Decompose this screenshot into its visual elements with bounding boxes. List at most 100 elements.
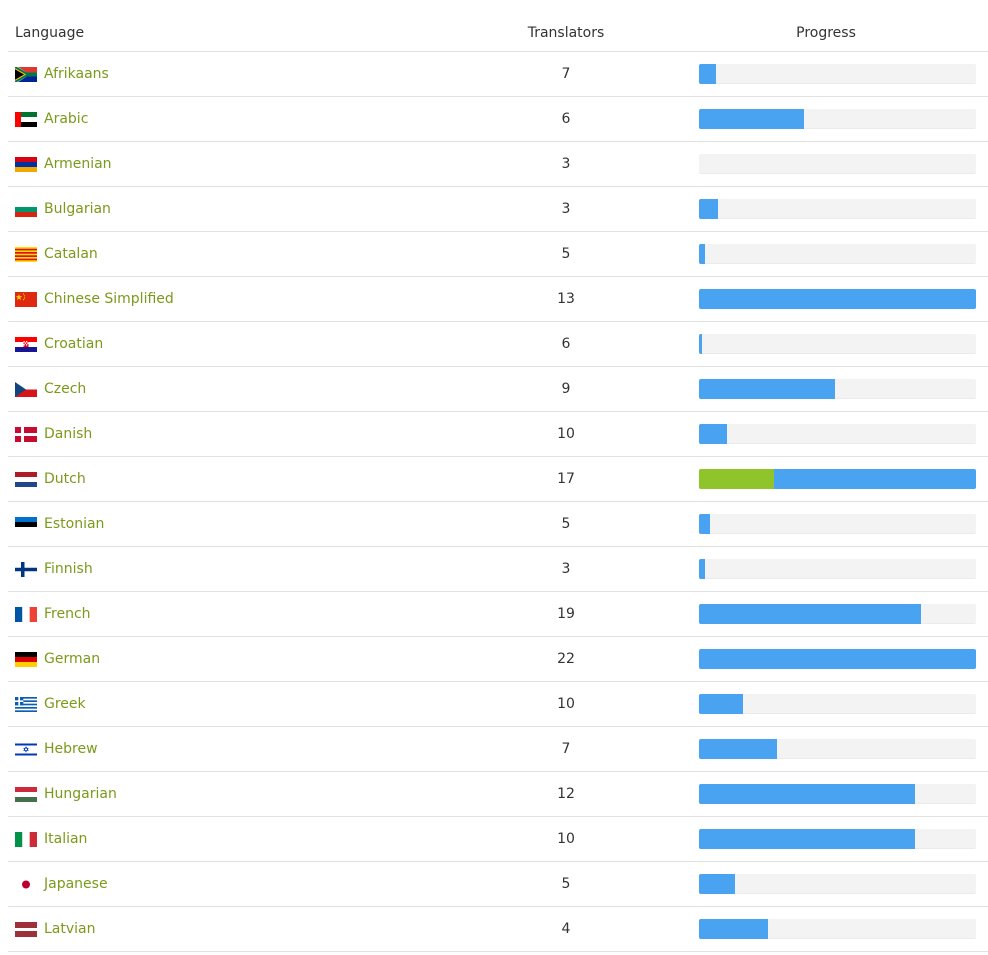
table-row: German 22 <box>8 637 988 682</box>
progress-translated-fill <box>699 514 710 534</box>
progress-bar <box>699 739 976 759</box>
table-row: Greek 10 <box>8 682 988 727</box>
language-link[interactable]: German <box>44 651 101 667</box>
language-cell: Hungarian <box>8 786 468 802</box>
translators-count: 22 <box>557 651 575 667</box>
translators-count: 4 <box>561 921 571 937</box>
language-cell: Dutch <box>8 471 468 487</box>
language-cell: Finnish <box>8 561 468 577</box>
language-cell: Estonian <box>8 516 468 532</box>
progress-translated-fill <box>699 559 705 579</box>
catalonia-flag-icon <box>15 246 37 262</box>
language-link[interactable]: Hungarian <box>44 786 117 802</box>
progress-translated-fill <box>699 424 727 444</box>
progress-bar <box>699 829 976 849</box>
language-cell: Bulgarian <box>8 201 468 217</box>
progress-bar <box>699 199 976 219</box>
translators-count: 12 <box>557 786 575 802</box>
progress-translated-fill <box>699 199 718 219</box>
progress-translated-fill <box>699 64 716 84</box>
table-row: Armenian 3 <box>8 142 988 187</box>
progress-bar <box>699 64 976 84</box>
language-cell: Afrikaans <box>8 66 468 82</box>
table-row: Chinese Simplified 13 <box>8 277 988 322</box>
translators-count: 3 <box>561 156 571 172</box>
table-row: Dutch 17 <box>8 457 988 502</box>
progress-translated-fill <box>699 244 705 264</box>
progress-bar <box>699 559 976 579</box>
language-link[interactable]: Italian <box>44 831 88 847</box>
language-link[interactable]: Hebrew <box>44 741 98 757</box>
language-link[interactable]: Greek <box>44 696 86 712</box>
table-row: Japanese 5 <box>8 862 988 907</box>
language-link[interactable]: Bulgarian <box>44 201 111 217</box>
progress-bar <box>699 334 976 354</box>
table-row: French 19 <box>8 592 988 637</box>
language-link[interactable]: Arabic <box>44 111 89 127</box>
progress-translated-fill <box>699 379 835 399</box>
language-link[interactable]: Chinese Simplified <box>44 291 174 307</box>
table-row: Hungarian 12 <box>8 772 988 817</box>
table-row: Italian 10 <box>8 817 988 862</box>
progress-bar <box>699 514 976 534</box>
language-link[interactable]: Finnish <box>44 561 93 577</box>
progress-bar <box>699 694 976 714</box>
table-body: Afrikaans 7 Arabic 6 Armenian 3 Bulgarian 3 Cata… <box>8 52 988 952</box>
translators-count: 19 <box>557 606 575 622</box>
germany-flag-icon <box>15 651 37 667</box>
translators-count: 5 <box>561 246 571 262</box>
translators-count: 7 <box>561 66 571 82</box>
translators-count: 13 <box>557 291 575 307</box>
translators-count: 10 <box>557 831 575 847</box>
hungary-flag-icon <box>15 786 37 802</box>
language-cell: German <box>8 651 468 667</box>
table-row: Hebrew 7 <box>8 727 988 772</box>
language-link[interactable]: Dutch <box>44 471 86 487</box>
language-link[interactable]: Latvian <box>44 921 96 937</box>
france-flag-icon <box>15 606 37 622</box>
estonia-flag-icon <box>15 516 37 532</box>
language-cell: Croatian <box>8 336 468 352</box>
latvia-flag-icon <box>15 921 37 937</box>
progress-translated-fill <box>699 604 921 624</box>
language-link[interactable]: Estonian <box>44 516 105 532</box>
progress-translated-fill <box>699 739 777 759</box>
south-africa-flag-icon <box>15 66 37 82</box>
progress-translated-fill <box>699 829 915 849</box>
uae-flag-icon <box>15 111 37 127</box>
header-language: Language <box>15 24 85 41</box>
italy-flag-icon <box>15 831 37 847</box>
progress-bar <box>699 784 976 804</box>
progress-bar <box>699 244 976 264</box>
table-row: Catalan 5 <box>8 232 988 277</box>
language-link[interactable]: Japanese <box>44 876 108 892</box>
progress-translated-fill <box>699 334 702 354</box>
progress-bar <box>699 289 976 309</box>
language-link[interactable]: Croatian <box>44 336 104 352</box>
translators-count: 3 <box>561 561 571 577</box>
progress-bar <box>699 154 976 174</box>
language-link[interactable]: Armenian <box>44 156 112 172</box>
language-link[interactable]: Czech <box>44 381 87 397</box>
bulgaria-flag-icon <box>15 201 37 217</box>
table-row: Estonian 5 <box>8 502 988 547</box>
israel-flag-icon <box>15 741 37 757</box>
translators-count: 9 <box>561 381 571 397</box>
denmark-flag-icon <box>15 426 37 442</box>
progress-translated-fill <box>699 694 743 714</box>
progress-bar <box>699 379 976 399</box>
progress-bar <box>699 649 976 669</box>
progress-translated-fill <box>699 289 976 309</box>
translators-count: 3 <box>561 201 571 217</box>
translators-count: 7 <box>561 741 571 757</box>
greece-flag-icon <box>15 696 37 712</box>
language-link[interactable]: Danish <box>44 426 93 442</box>
translators-count: 10 <box>557 696 575 712</box>
progress-translated-fill <box>699 109 804 129</box>
language-link[interactable]: Afrikaans <box>44 66 109 82</box>
language-link[interactable]: Catalan <box>44 246 98 262</box>
language-link[interactable]: French <box>44 606 91 622</box>
progress-approved-fill <box>699 469 774 489</box>
japan-flag-icon <box>15 876 37 892</box>
language-cell: Hebrew <box>8 741 468 757</box>
